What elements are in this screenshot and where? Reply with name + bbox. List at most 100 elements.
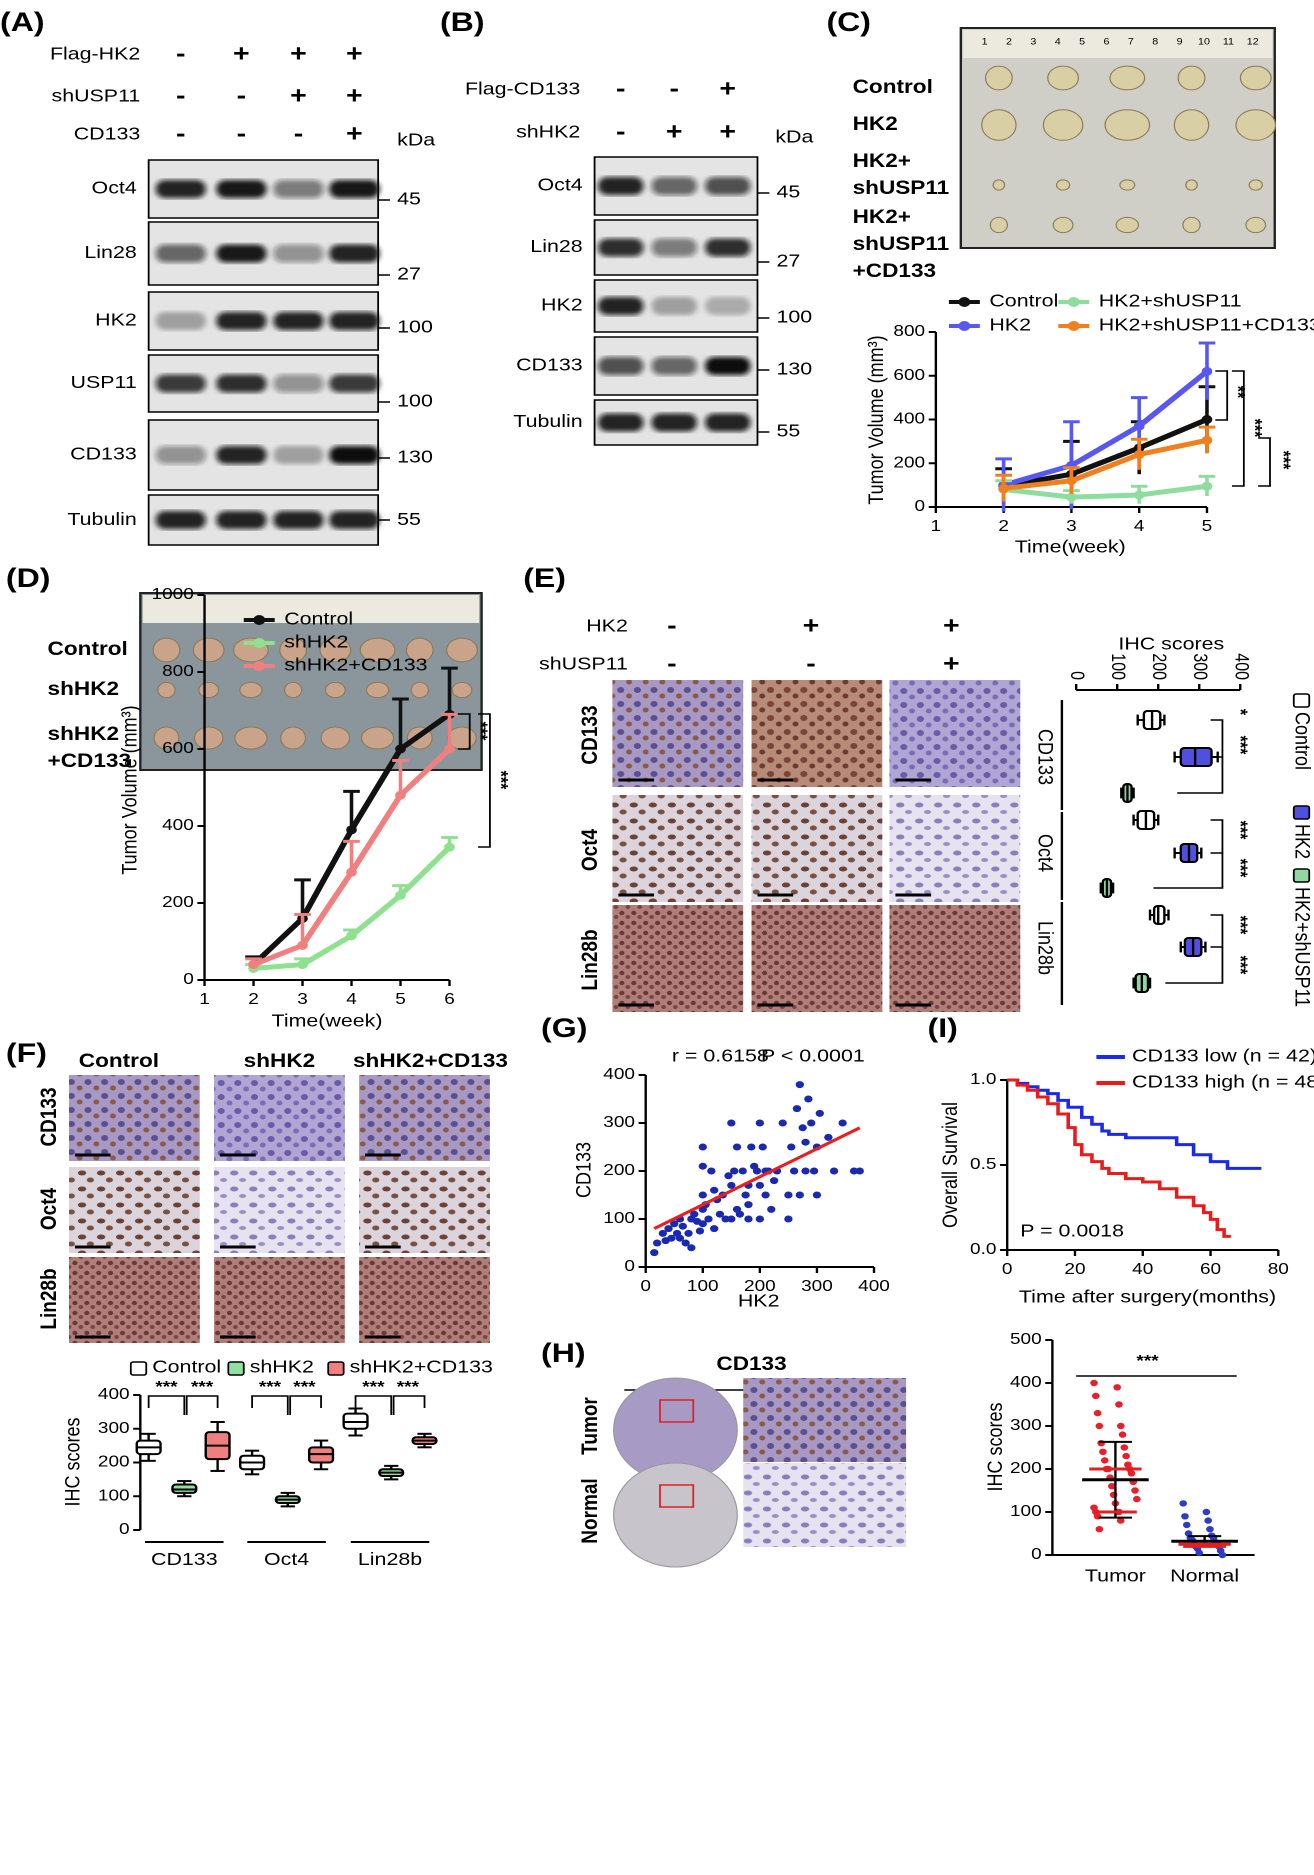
- tick-label: 400: [98, 1385, 130, 1403]
- ruler-number: 8: [1152, 37, 1158, 47]
- annotation: ***: [1244, 419, 1266, 438]
- legend-dot: [958, 297, 971, 307]
- ihc-image: [612, 680, 744, 787]
- tumor: [1047, 65, 1080, 91]
- significance-bracket: [147, 1395, 186, 1415]
- annotation: ***: [1230, 736, 1252, 755]
- panel-label: (I): [928, 1013, 958, 1043]
- category-label: CD133: [151, 1549, 218, 1569]
- band: [155, 511, 206, 529]
- point: [761, 1191, 770, 1199]
- column-label: shHK2: [244, 1051, 316, 1072]
- band: [273, 446, 324, 464]
- dot: [1204, 1517, 1212, 1524]
- annotation: ***: [490, 771, 512, 790]
- legend-dot: [253, 615, 266, 625]
- y-tick-label: 300: [603, 1113, 635, 1131]
- ruler-number: 4: [1055, 37, 1061, 47]
- tick-label: 400: [1231, 653, 1253, 680]
- tumor: [1177, 65, 1206, 91]
- band: [216, 446, 267, 464]
- point: [998, 483, 1009, 493]
- tumor: [1115, 216, 1140, 234]
- significance-bracket: [1153, 853, 1224, 889]
- group-label: shHK2: [48, 679, 120, 700]
- significance-bracket: [1210, 819, 1224, 854]
- annotation: P < 0.0001: [761, 1046, 865, 1066]
- band-label: Oct4: [92, 178, 137, 198]
- point: [658, 1229, 667, 1237]
- dot: [1120, 1444, 1129, 1451]
- band: [329, 374, 380, 393]
- legend-label: Control: [1290, 712, 1314, 770]
- band: [155, 374, 206, 393]
- tumor: [234, 726, 268, 750]
- x-tick-label: 200: [744, 1277, 776, 1295]
- row-label: Normal: [577, 1478, 602, 1543]
- point: [795, 1081, 804, 1089]
- dot: [1116, 1422, 1125, 1430]
- band: [216, 511, 267, 529]
- legend-swatch: [1292, 693, 1311, 708]
- significance-bracket: [1215, 370, 1229, 421]
- point: [792, 1105, 802, 1113]
- tumor: [1104, 109, 1151, 141]
- row-label: Lin28b: [36, 1268, 61, 1329]
- significance-bracket: [392, 1395, 426, 1415]
- point: [727, 1119, 736, 1127]
- legend-label: HK2+shUSP11: [1099, 291, 1242, 311]
- dot: [1100, 1457, 1109, 1464]
- point: [707, 1167, 716, 1175]
- x-tick-label: 0: [1002, 1260, 1013, 1278]
- tissue-core: [613, 1462, 738, 1568]
- tumor: [410, 681, 429, 699]
- point: [346, 825, 357, 835]
- sign: -: [669, 74, 679, 101]
- point: [815, 1109, 824, 1117]
- tumor: [1182, 216, 1201, 234]
- point: [687, 1244, 696, 1252]
- tumor: [320, 726, 351, 750]
- band: [155, 244, 206, 263]
- point: [1133, 421, 1145, 431]
- point: [784, 1191, 793, 1199]
- annotation: ***: [1273, 451, 1295, 470]
- point: [752, 1167, 762, 1175]
- row-label: Lin28b: [577, 929, 602, 990]
- point: [1201, 366, 1213, 376]
- legend-label: HK2: [989, 315, 1031, 335]
- dot: [1122, 1452, 1130, 1460]
- point: [652, 1239, 662, 1247]
- ruler-number: 9: [1177, 37, 1183, 47]
- ihc-image: [359, 1167, 490, 1253]
- tumor: [360, 726, 395, 750]
- point: [744, 1215, 753, 1223]
- band-label: CD133: [516, 355, 583, 375]
- legend-label: shHK2+CD133: [350, 1357, 493, 1377]
- band: [273, 244, 324, 263]
- point: [346, 931, 357, 941]
- tumor: [451, 681, 473, 699]
- column-label: shHK2+CD133: [353, 1051, 508, 1072]
- band: [329, 446, 380, 464]
- y-tick-label: 200: [893, 453, 925, 471]
- unit-label: kDa: [397, 130, 435, 150]
- point: [346, 867, 357, 877]
- tick-label: 200: [98, 1452, 130, 1470]
- legend-label: Control: [989, 291, 1058, 311]
- point: [784, 1215, 793, 1223]
- point: [710, 1186, 719, 1194]
- significance-bracket: [1210, 719, 1224, 758]
- point: [695, 1227, 705, 1235]
- significance-bracket: [1177, 757, 1224, 794]
- band: [651, 357, 697, 375]
- dot: [1133, 1495, 1141, 1503]
- annotation: ***: [1230, 859, 1252, 878]
- x-tick-label: 40: [1132, 1260, 1153, 1278]
- significance-bracket: [354, 1395, 393, 1415]
- ruler-number: 7: [1128, 37, 1134, 47]
- dot: [1095, 1526, 1104, 1533]
- tumor: [446, 637, 478, 663]
- point: [297, 960, 308, 970]
- point: [1066, 476, 1077, 486]
